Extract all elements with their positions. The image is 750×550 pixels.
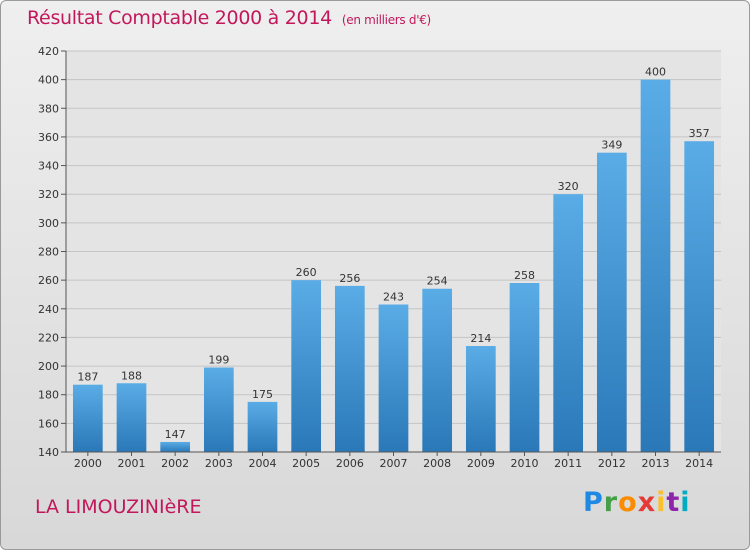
logo-letter: x bbox=[637, 487, 657, 518]
y-tick-label: 200 bbox=[38, 360, 59, 373]
chart-title-text: Résultat Comptable 2000 à 2014 bbox=[27, 7, 332, 29]
x-tick-label: 2009 bbox=[467, 457, 495, 470]
y-tick-label: 320 bbox=[38, 188, 59, 201]
bar bbox=[160, 441, 191, 452]
bar bbox=[640, 79, 671, 453]
bar bbox=[203, 367, 234, 452]
bar-value-label: 188 bbox=[121, 369, 142, 382]
x-tick-label: 2006 bbox=[336, 457, 364, 470]
x-tick-label: 2008 bbox=[423, 457, 451, 470]
bar-value-label: 243 bbox=[383, 290, 404, 303]
x-tick-label: 2005 bbox=[292, 457, 320, 470]
x-tick-label: 2013 bbox=[642, 457, 670, 470]
y-tick-label: 340 bbox=[38, 160, 59, 173]
x-tick-label: 2014 bbox=[685, 457, 713, 470]
bar bbox=[378, 304, 409, 452]
x-tick-label: 2001 bbox=[118, 457, 146, 470]
bar bbox=[465, 346, 496, 452]
logo-letter: P bbox=[583, 487, 604, 518]
y-tick-label: 400 bbox=[38, 74, 59, 87]
bar-value-label: 254 bbox=[427, 275, 448, 288]
y-tick-label: 160 bbox=[38, 417, 59, 430]
y-tick-label: 360 bbox=[38, 131, 59, 144]
y-tick-label: 140 bbox=[38, 446, 59, 459]
x-tick-label: 2002 bbox=[161, 457, 189, 470]
bar-value-label: 214 bbox=[470, 332, 491, 345]
bar-value-label: 187 bbox=[77, 371, 98, 384]
logo-letter: i bbox=[656, 487, 667, 518]
bar bbox=[334, 285, 365, 452]
y-tick-label: 420 bbox=[38, 45, 59, 58]
y-tick-label: 240 bbox=[38, 303, 59, 316]
logo-letter: i bbox=[680, 487, 691, 518]
bar-value-label: 320 bbox=[558, 180, 579, 193]
x-tick-label: 2000 bbox=[74, 457, 102, 470]
bar bbox=[509, 283, 540, 452]
bar bbox=[291, 280, 322, 452]
bar-value-label: 357 bbox=[689, 127, 710, 140]
logo-letter: o bbox=[618, 487, 638, 518]
bar bbox=[684, 141, 715, 452]
x-tick-label: 2012 bbox=[598, 457, 626, 470]
x-tick-label: 2007 bbox=[380, 457, 408, 470]
bar bbox=[116, 383, 147, 452]
chart-title: Résultat Comptable 2000 à 2014 (en millie… bbox=[27, 7, 431, 29]
logo-letter: r bbox=[603, 487, 619, 518]
x-tick-label: 2011 bbox=[554, 457, 582, 470]
y-tick-label: 180 bbox=[38, 389, 59, 402]
y-tick-label: 220 bbox=[38, 331, 59, 344]
bar-value-label: 349 bbox=[601, 139, 622, 152]
bar-value-label: 175 bbox=[252, 388, 273, 401]
bar bbox=[422, 288, 453, 452]
bar-value-label: 260 bbox=[296, 266, 317, 279]
bar bbox=[72, 384, 103, 452]
y-tick-label: 300 bbox=[38, 217, 59, 230]
y-tick-label: 380 bbox=[38, 102, 59, 115]
x-tick-label: 2010 bbox=[511, 457, 539, 470]
bar-value-label: 147 bbox=[165, 428, 186, 441]
logo-letter: t bbox=[666, 487, 681, 518]
bar-value-label: 199 bbox=[208, 354, 229, 367]
bar-value-label: 256 bbox=[339, 272, 360, 285]
y-tick-label: 280 bbox=[38, 246, 59, 259]
bar-value-label: 400 bbox=[645, 66, 666, 79]
bar bbox=[596, 152, 627, 453]
bar bbox=[553, 194, 584, 452]
bar-value-label: 258 bbox=[514, 269, 535, 282]
bar bbox=[247, 401, 278, 452]
proxiti-logo: Proxiti bbox=[583, 487, 691, 518]
chart-subtitle: (en milliers d'€) bbox=[341, 13, 431, 27]
commune-name: LA LIMOUZINIèRE bbox=[35, 496, 202, 518]
y-tick-label: 260 bbox=[38, 274, 59, 287]
x-tick-label: 2003 bbox=[205, 457, 233, 470]
x-tick-label: 2004 bbox=[249, 457, 277, 470]
